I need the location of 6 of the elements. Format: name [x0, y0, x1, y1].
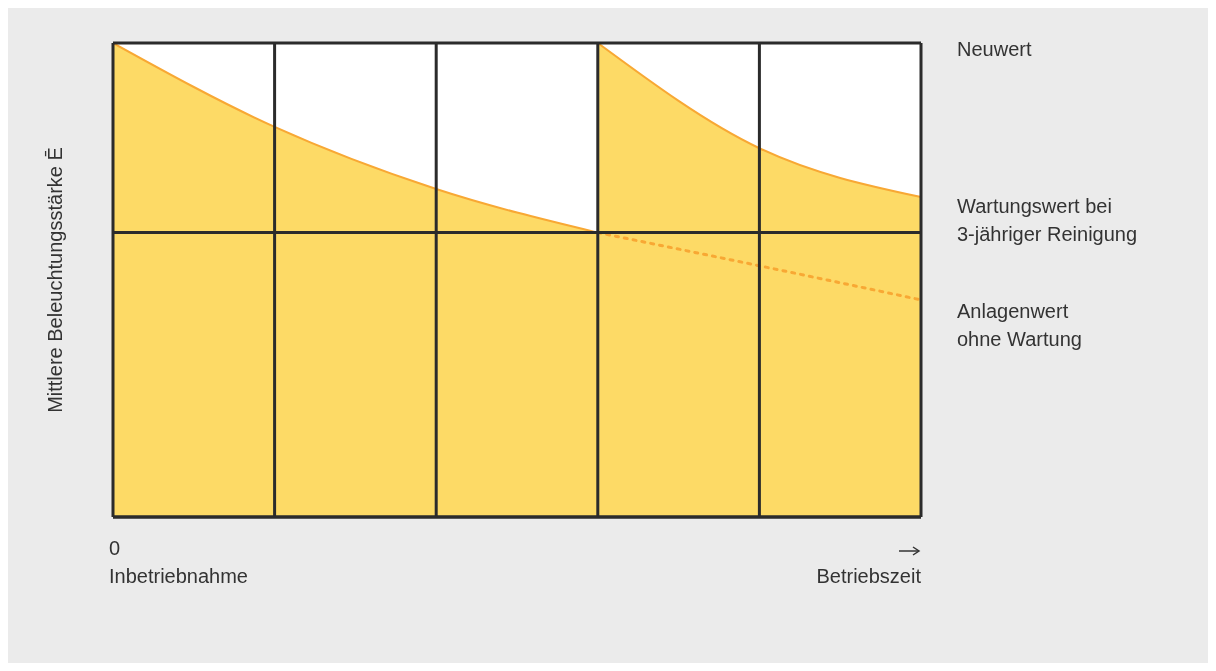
text: Neuwert: [957, 37, 1032, 62]
ref-line-label: Wartungswert bei 3-jähriger Reinigung: [957, 193, 1138, 247]
text: 0 Inbetriebnahme: [109, 536, 248, 589]
y-axis-title: Mittlere Beleuchtungsstärke Ē: [43, 147, 67, 413]
x-axis-title: Betriebszeit: [816, 564, 921, 589]
text: Anlagenwert ohne Wartung: [957, 298, 1082, 352]
